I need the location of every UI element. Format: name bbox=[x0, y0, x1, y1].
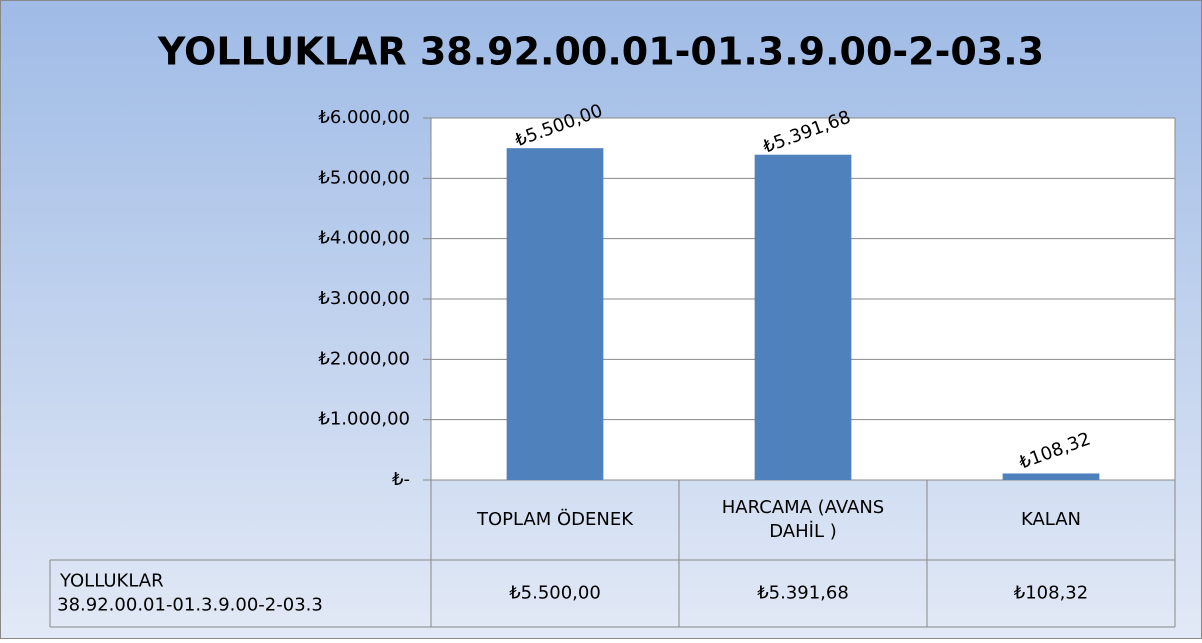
y-tick-label: ₺- bbox=[392, 469, 410, 490]
bar bbox=[506, 148, 604, 480]
y-tick-label: ₺3.000,00 bbox=[318, 288, 410, 309]
table-value: ₺5.500,00 bbox=[509, 583, 601, 604]
table-value: ₺5.391,68 bbox=[757, 583, 849, 604]
y-tick-label: ₺4.000,00 bbox=[318, 228, 410, 249]
series-name: YOLLUKLAR 38.92.00.01-01.3.9.00-2-03.3 bbox=[57, 571, 323, 616]
chart-title: YOLLUKLAR 38.92.00.01-01.3.9.00-2-03.3 bbox=[157, 30, 1044, 74]
category-label: HARCAMA (AVANS DAHİL ) bbox=[722, 497, 884, 542]
bar bbox=[754, 154, 852, 481]
category-label: TOPLAM ÖDENEK bbox=[476, 508, 634, 530]
y-tick-label: ₺2.000,00 bbox=[318, 348, 410, 369]
y-tick-label: ₺5.000,00 bbox=[318, 167, 410, 188]
category-label: KALAN bbox=[1021, 509, 1081, 530]
y-tick-label: ₺6.000,00 bbox=[318, 107, 410, 128]
y-tick-label: ₺1.000,00 bbox=[318, 409, 410, 430]
bar bbox=[1002, 473, 1100, 480]
table-value: ₺108,32 bbox=[1014, 583, 1088, 604]
